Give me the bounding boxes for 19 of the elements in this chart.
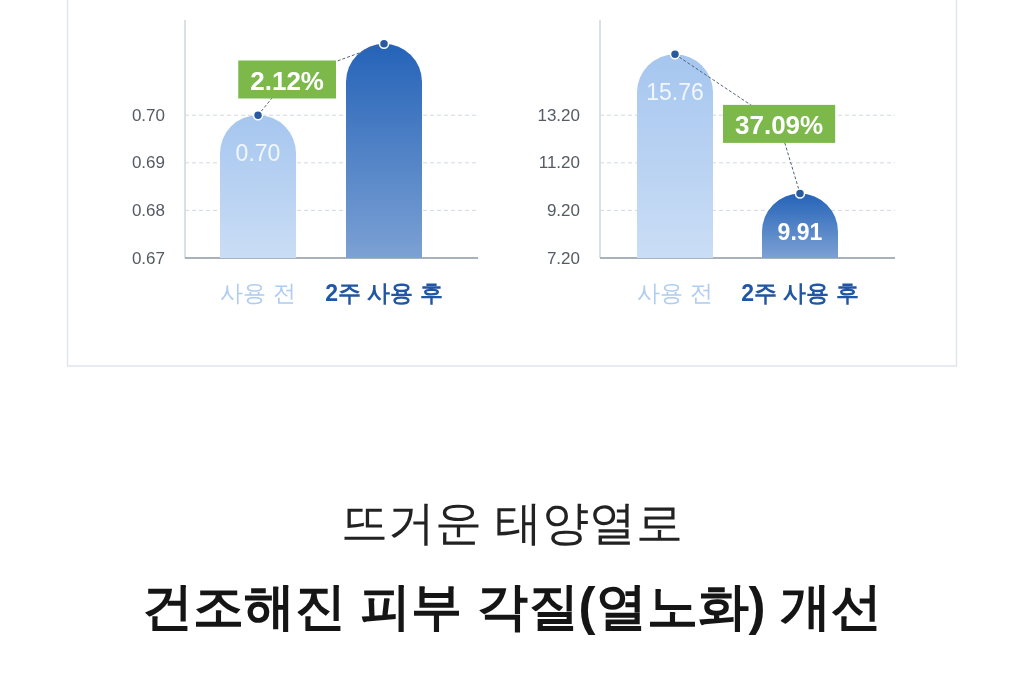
text: 건조해진 피부 각질(열노화) 개선 (142, 577, 882, 635)
x-tick-label: 2주 사용 후 (325, 280, 443, 306)
y-tick-label: 11.20 (538, 153, 580, 173)
data-label: 0.70 (235, 140, 281, 167)
x-tick-label: 사용 전 (637, 280, 713, 306)
y-tick-label: 0.68 (131, 200, 165, 220)
annotation: 2.12% (250, 65, 324, 96)
data-label: 15.76 (646, 79, 704, 106)
y-tick-label: 9.20 (546, 200, 580, 220)
x-tick-label: 2주 사용 후 (741, 280, 859, 306)
x-tick-label: 사용 전 (220, 280, 296, 306)
y-tick-label: 0.70 (131, 105, 165, 125)
data-label: 9.91 (777, 218, 823, 245)
text: 뜨거운 태양열로 (340, 495, 684, 549)
annotation: 37.09% (735, 109, 824, 140)
y-tick-label: 0.67 (131, 248, 165, 268)
y-tick-label: 7.20 (546, 248, 580, 268)
y-tick-label: 13.20 (537, 105, 580, 125)
y-tick-label: 0.69 (131, 153, 165, 173)
